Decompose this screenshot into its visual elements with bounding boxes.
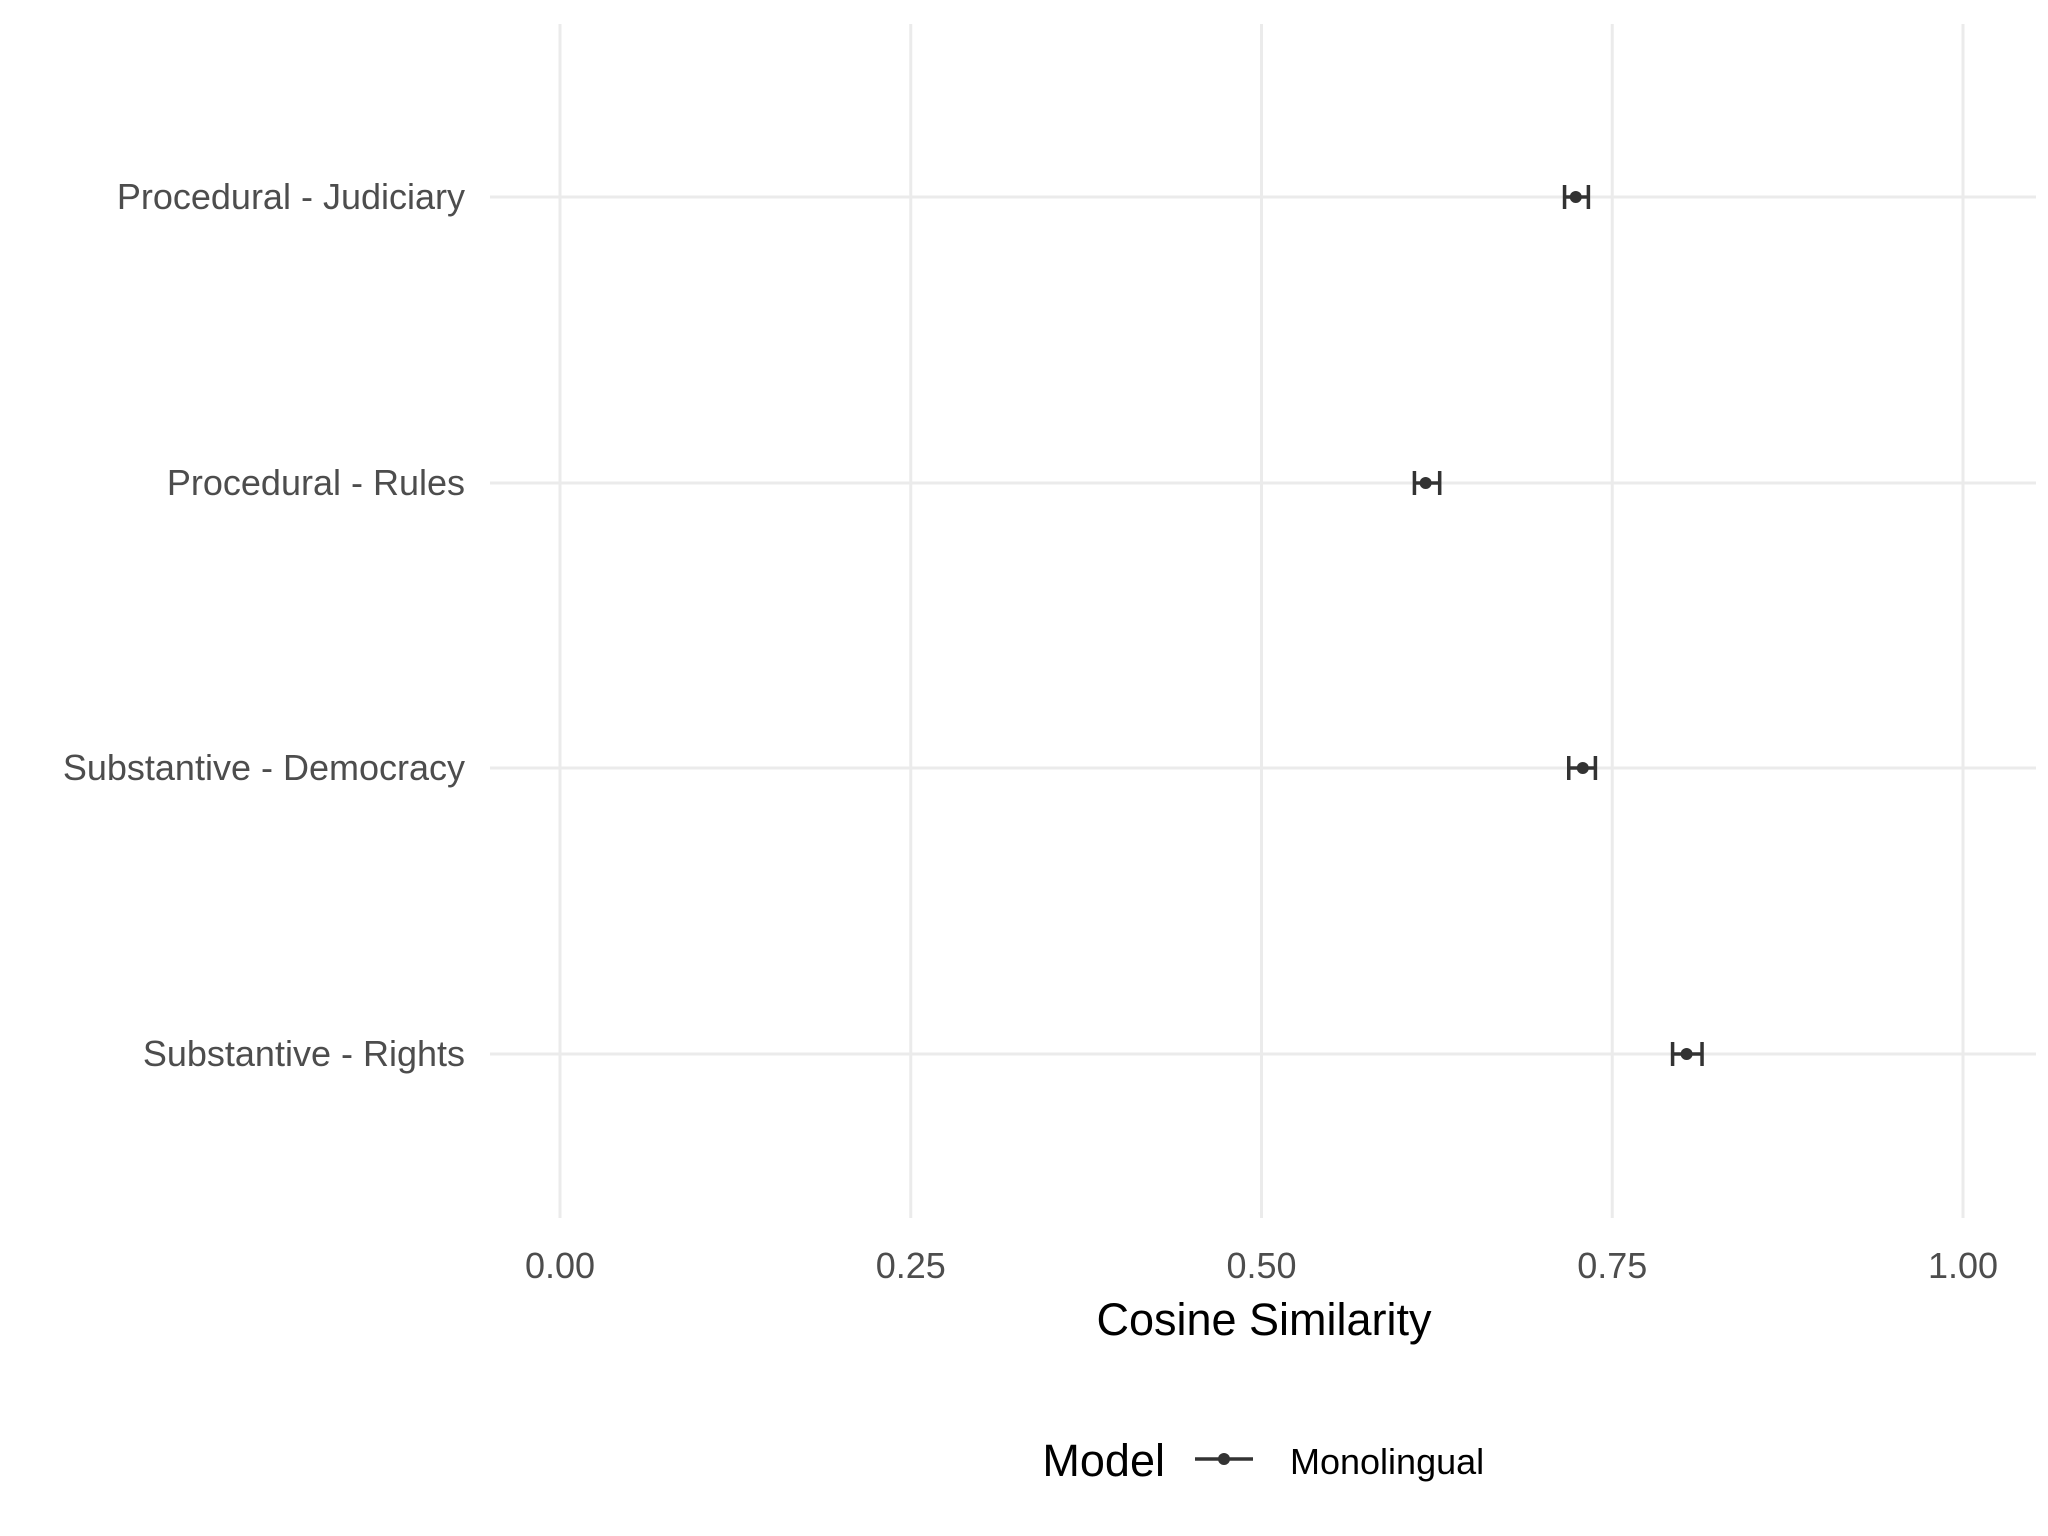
y-tick-label: Procedural - Judiciary xyxy=(117,176,465,217)
y-tick-label: Substantive - Democracy xyxy=(63,747,465,788)
data-point xyxy=(1569,191,1582,203)
y-tick-label: Procedural - Rules xyxy=(167,462,465,503)
x-tick-label: 0.00 xyxy=(525,1245,595,1286)
x-tick-label: 0.25 xyxy=(876,1245,946,1286)
x-tick-label: 1.00 xyxy=(1928,1245,1998,1286)
grid xyxy=(490,24,2036,1218)
data-point xyxy=(1576,762,1589,774)
legend: Model Monolingual xyxy=(1042,1435,1484,1486)
x-axis-tick-labels: 0.00 0.25 0.50 0.75 1.00 xyxy=(525,1245,1998,1286)
legend-label: Monolingual xyxy=(1290,1441,1484,1482)
y-tick-label: Substantive - Rights xyxy=(143,1033,465,1074)
legend-key xyxy=(1195,1453,1253,1465)
y-axis-tick-labels: Procedural - Judiciary Procedural - Rules… xyxy=(63,176,465,1074)
legend-title: Model xyxy=(1042,1435,1165,1486)
data-point xyxy=(1419,477,1432,489)
legend-key-point xyxy=(1218,1453,1230,1465)
data-marks xyxy=(1412,185,1704,1066)
x-axis-title: Cosine Similarity xyxy=(1096,1294,1432,1345)
x-tick-label: 0.50 xyxy=(1226,1245,1296,1286)
x-tick-label: 0.75 xyxy=(1577,1245,1647,1286)
data-point xyxy=(1680,1048,1693,1060)
